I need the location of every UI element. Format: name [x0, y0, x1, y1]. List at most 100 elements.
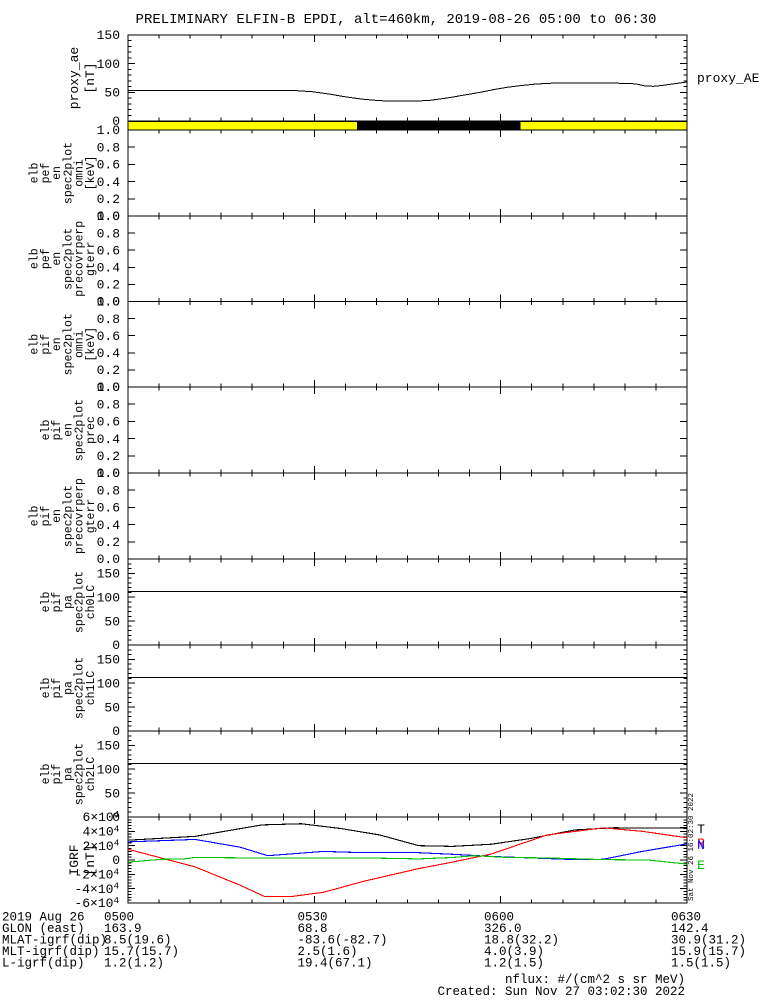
- svg-text:precovrperp: precovrperp: [74, 221, 87, 297]
- svg-text:pif: pif: [51, 420, 64, 441]
- svg-text:[nT]: [nT]: [83, 62, 98, 93]
- svg-text:0: 0: [112, 638, 120, 653]
- svg-text:1.5(1.5): 1.5(1.5): [671, 957, 731, 971]
- svg-text:spec2plot: spec2plot: [74, 743, 87, 805]
- svg-text:spec2plot: spec2plot: [62, 313, 75, 375]
- svg-text:T: T: [697, 822, 705, 837]
- svg-text:0.6: 0.6: [97, 329, 120, 344]
- svg-text:0.6: 0.6: [97, 501, 120, 516]
- svg-text:150: 150: [97, 652, 120, 667]
- svg-text:elb: elb: [40, 592, 53, 613]
- svg-text:pif: pif: [51, 592, 64, 613]
- svg-text:0.4: 0.4: [97, 518, 121, 533]
- svg-text:pa: pa: [62, 595, 75, 609]
- svg-text:en: en: [62, 423, 75, 437]
- svg-text:elb: elb: [29, 248, 42, 269]
- svg-text:0.2: 0.2: [97, 535, 120, 550]
- svg-text:elb: elb: [29, 163, 42, 184]
- svg-text:en: en: [51, 509, 64, 523]
- svg-text:-4×104: -4×104: [74, 881, 119, 897]
- svg-text:50: 50: [104, 614, 120, 629]
- svg-text:gterr: gterr: [85, 499, 98, 534]
- svg-text:PRELIMINARY ELFIN-B EPDI, alt=: PRELIMINARY ELFIN-B EPDI, alt=460km, 201…: [136, 12, 657, 28]
- svg-text:0.8: 0.8: [97, 140, 120, 155]
- svg-text:proxy_ae: proxy_ae: [67, 47, 82, 109]
- svg-text:150: 150: [97, 738, 120, 753]
- svg-text:0.2: 0.2: [97, 192, 120, 207]
- svg-text:elb: elb: [40, 678, 53, 699]
- svg-text:0: 0: [112, 853, 120, 868]
- svg-text:0.6: 0.6: [97, 243, 120, 258]
- svg-text:Created: Sun Nov 27 03:02:30 2: Created: Sun Nov 27 03:02:30 2022: [437, 985, 685, 999]
- svg-text:pa: pa: [62, 681, 75, 695]
- svg-text:ch0LC: ch0LC: [85, 585, 98, 620]
- svg-text:en: en: [51, 166, 64, 180]
- svg-text:omni: omni: [74, 330, 87, 358]
- svg-text:N: N: [697, 838, 705, 853]
- svg-text:0.8: 0.8: [97, 483, 120, 498]
- svg-text:0.6: 0.6: [97, 158, 120, 173]
- svg-text:elb: elb: [40, 420, 53, 441]
- svg-text:elb: elb: [29, 334, 42, 355]
- svg-text:0.4: 0.4: [97, 260, 121, 275]
- svg-text:spec2plot: spec2plot: [74, 399, 87, 461]
- svg-text:0.4: 0.4: [97, 432, 121, 447]
- svg-text:ch2LC: ch2LC: [85, 757, 98, 792]
- svg-text:100: 100: [97, 676, 120, 691]
- svg-text:[keV]: [keV]: [85, 327, 98, 362]
- svg-text:pa: pa: [62, 767, 75, 781]
- svg-text:100: 100: [97, 57, 120, 72]
- svg-text:50: 50: [104, 85, 120, 100]
- svg-text:gterr: gterr: [85, 241, 98, 276]
- svg-text:19.4(67.1): 19.4(67.1): [298, 957, 373, 971]
- svg-text:1.0: 1.0: [97, 123, 120, 138]
- svg-text:pef: pef: [40, 163, 53, 184]
- svg-text:0.8: 0.8: [97, 397, 120, 412]
- svg-text:elb: elb: [29, 506, 42, 527]
- svg-text:pif: pif: [51, 764, 64, 785]
- svg-text:0.4: 0.4: [97, 175, 121, 190]
- svg-text:ch1LC: ch1LC: [85, 671, 98, 706]
- svg-text:0.6: 0.6: [97, 415, 120, 430]
- svg-text:50: 50: [104, 786, 120, 801]
- svg-text:en: en: [51, 337, 64, 351]
- svg-text:pif: pif: [51, 678, 64, 699]
- svg-text:pif: pif: [40, 506, 53, 527]
- svg-text:spec2plot: spec2plot: [62, 228, 75, 290]
- svg-text:prec: prec: [85, 416, 98, 444]
- svg-text:en: en: [51, 252, 64, 266]
- svg-text:150: 150: [97, 28, 120, 43]
- svg-text:elb: elb: [40, 764, 53, 785]
- svg-text:[keV]: [keV]: [85, 156, 98, 191]
- svg-text:-6×104: -6×104: [74, 895, 119, 911]
- svg-text:0: 0: [112, 724, 120, 739]
- svg-text:1.0: 1.0: [97, 466, 120, 481]
- svg-text:spec2plot: spec2plot: [62, 142, 75, 204]
- svg-text:50: 50: [104, 700, 120, 715]
- svg-text:spec2plot: spec2plot: [62, 485, 75, 547]
- svg-text:0.8: 0.8: [97, 312, 120, 327]
- svg-text:spec2plot: spec2plot: [74, 657, 87, 719]
- svg-text:spec2plot: spec2plot: [74, 571, 87, 633]
- svg-text:pef: pef: [40, 248, 53, 269]
- svg-text:0.2: 0.2: [97, 278, 120, 293]
- svg-text:1.2(1.2): 1.2(1.2): [104, 957, 164, 971]
- svg-text:0.2: 0.2: [97, 363, 120, 378]
- svg-text:1.0: 1.0: [97, 209, 120, 224]
- svg-text:E: E: [697, 858, 705, 873]
- svg-text:1.0: 1.0: [97, 380, 120, 395]
- svg-text:omni: omni: [74, 159, 87, 187]
- svg-text:0.0: 0.0: [97, 552, 120, 567]
- svg-text:150: 150: [97, 566, 120, 581]
- svg-text:0.8: 0.8: [97, 226, 120, 241]
- svg-text:IGRF: IGRF: [67, 844, 82, 875]
- svg-text:proxy_AE: proxy_AE: [697, 71, 760, 86]
- svg-text:precovrperp: precovrperp: [74, 478, 87, 554]
- svg-text:Sat Nov 26 16:02:30 2022: Sat Nov 26 16:02:30 2022: [688, 793, 696, 901]
- svg-text:1.0: 1.0: [97, 295, 120, 310]
- svg-text:0.4: 0.4: [97, 346, 121, 361]
- svg-text:100: 100: [97, 590, 120, 605]
- svg-text:pif: pif: [40, 334, 53, 355]
- svg-text:[nT]: [nT]: [83, 844, 98, 875]
- svg-text:1.2(1.5): 1.2(1.5): [484, 957, 544, 971]
